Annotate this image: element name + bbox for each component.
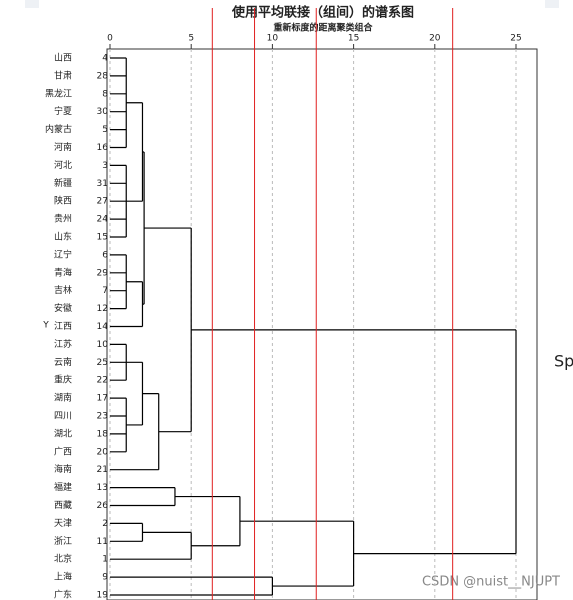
- leaf-label: 陕西: [54, 195, 72, 207]
- x-tick-label: 20: [429, 34, 441, 44]
- leaf-id: 9: [102, 573, 108, 583]
- leaf-label: 青海: [54, 266, 72, 278]
- leaf-id: 20: [97, 447, 109, 457]
- plot-frame: [106, 48, 538, 600]
- leaf-label: 云南: [54, 356, 72, 368]
- leaf-id: 14: [97, 322, 109, 332]
- leaf-id: 5: [102, 125, 108, 135]
- leaf-id: 15: [97, 233, 108, 243]
- leaf-id: 6: [102, 250, 108, 260]
- leaf-label: 上海: [54, 571, 72, 583]
- leaf-id: 25: [97, 358, 108, 368]
- leaf-label: 贵州: [54, 213, 72, 225]
- leaf-label: 海南: [54, 463, 72, 475]
- leaf-id: 19: [97, 591, 109, 600]
- leaf-label: 河北: [54, 159, 72, 171]
- leaf-id: 11: [97, 537, 108, 547]
- leaf-id: 8: [102, 89, 108, 99]
- leaf-label: 甘肃: [54, 69, 72, 81]
- leaf-label: 湖南: [54, 392, 72, 404]
- leaf-label: 黑龙江: [45, 87, 72, 99]
- link: [110, 343, 127, 381]
- leaf-label: 安徽: [54, 302, 72, 314]
- leaf-label: 西藏: [54, 499, 72, 511]
- leaf-id: 12: [97, 304, 108, 314]
- leaf-label: 重庆: [54, 374, 72, 386]
- leaf-id: 18: [97, 429, 109, 439]
- leaf-id: 3: [102, 161, 108, 171]
- leaf-label: 湖北: [54, 428, 72, 439]
- leaf-label: 新疆: [54, 177, 72, 189]
- leaf-label: 山东: [54, 231, 72, 243]
- leaf-id: 10: [97, 340, 109, 350]
- leaf-id: 26: [97, 501, 109, 511]
- side-text: Sp: [554, 352, 573, 371]
- x-tick-label: 0: [107, 34, 113, 44]
- leaf-id: 31: [97, 179, 108, 189]
- leaf-label: 广东: [54, 589, 72, 600]
- leaf-id: 30: [97, 107, 109, 117]
- link: [110, 57, 127, 149]
- chart-title: 使用平均联接（组间）的谱系图: [231, 5, 414, 21]
- leaf-id: 13: [97, 483, 108, 493]
- leaf-id: 16: [97, 143, 109, 153]
- leaf-label: 吉林: [54, 284, 72, 296]
- leaf-label: 河南: [54, 141, 72, 153]
- decoration: [545, 0, 559, 8]
- x-tick-label: 10: [267, 34, 279, 44]
- leaf-label: 内蒙古: [45, 123, 72, 135]
- leaf-label: 江西: [54, 321, 72, 332]
- leaf-label: 北京: [54, 553, 72, 565]
- leaf-label: 辽宁: [54, 248, 72, 260]
- decoration: [25, 0, 39, 8]
- leaf-label: 浙江: [54, 535, 72, 547]
- leaf-id: 17: [97, 394, 108, 404]
- leaf-id: 29: [97, 268, 109, 278]
- leaf-label: 福建: [54, 481, 72, 493]
- leaf-id: 2: [102, 519, 108, 529]
- link: [110, 397, 127, 453]
- leaf-id: 24: [97, 215, 109, 225]
- link: [191, 329, 517, 555]
- x-tick-label: 15: [348, 34, 359, 44]
- leaf-label: 山西: [54, 53, 72, 64]
- leaf-id: 22: [97, 376, 108, 386]
- leaf-label: 宁夏: [54, 105, 72, 117]
- leaf-label: 四川: [54, 412, 72, 422]
- leaf-id: 4: [102, 54, 108, 64]
- link: [110, 254, 127, 310]
- leaf-id: 28: [97, 71, 109, 81]
- link: [110, 393, 160, 471]
- link: [174, 495, 241, 547]
- leaf-id: 27: [97, 197, 108, 207]
- leaf-label: 江苏: [54, 338, 72, 350]
- link: [126, 361, 144, 426]
- x-tick-label: 25: [510, 34, 521, 44]
- watermark: CSDN @nuist__NJUPT: [422, 575, 560, 590]
- link: [110, 164, 127, 238]
- chart-subtitle: 重新标度的距离聚类组合: [273, 22, 373, 34]
- leaf-id: 23: [97, 412, 108, 422]
- y-axis-label: Y: [42, 321, 49, 331]
- link: [110, 531, 192, 560]
- link: [110, 487, 176, 507]
- leaf-label: 天津: [54, 518, 72, 529]
- link: [144, 227, 192, 433]
- link: [126, 102, 144, 202]
- link: [239, 520, 355, 587]
- leaf-label: 广西: [54, 445, 72, 457]
- x-tick-label: 5: [188, 34, 194, 44]
- leaf-id: 21: [97, 465, 108, 475]
- link: [110, 522, 144, 542]
- leaf-id: 1: [102, 555, 108, 565]
- leaf-id: 7: [102, 286, 108, 296]
